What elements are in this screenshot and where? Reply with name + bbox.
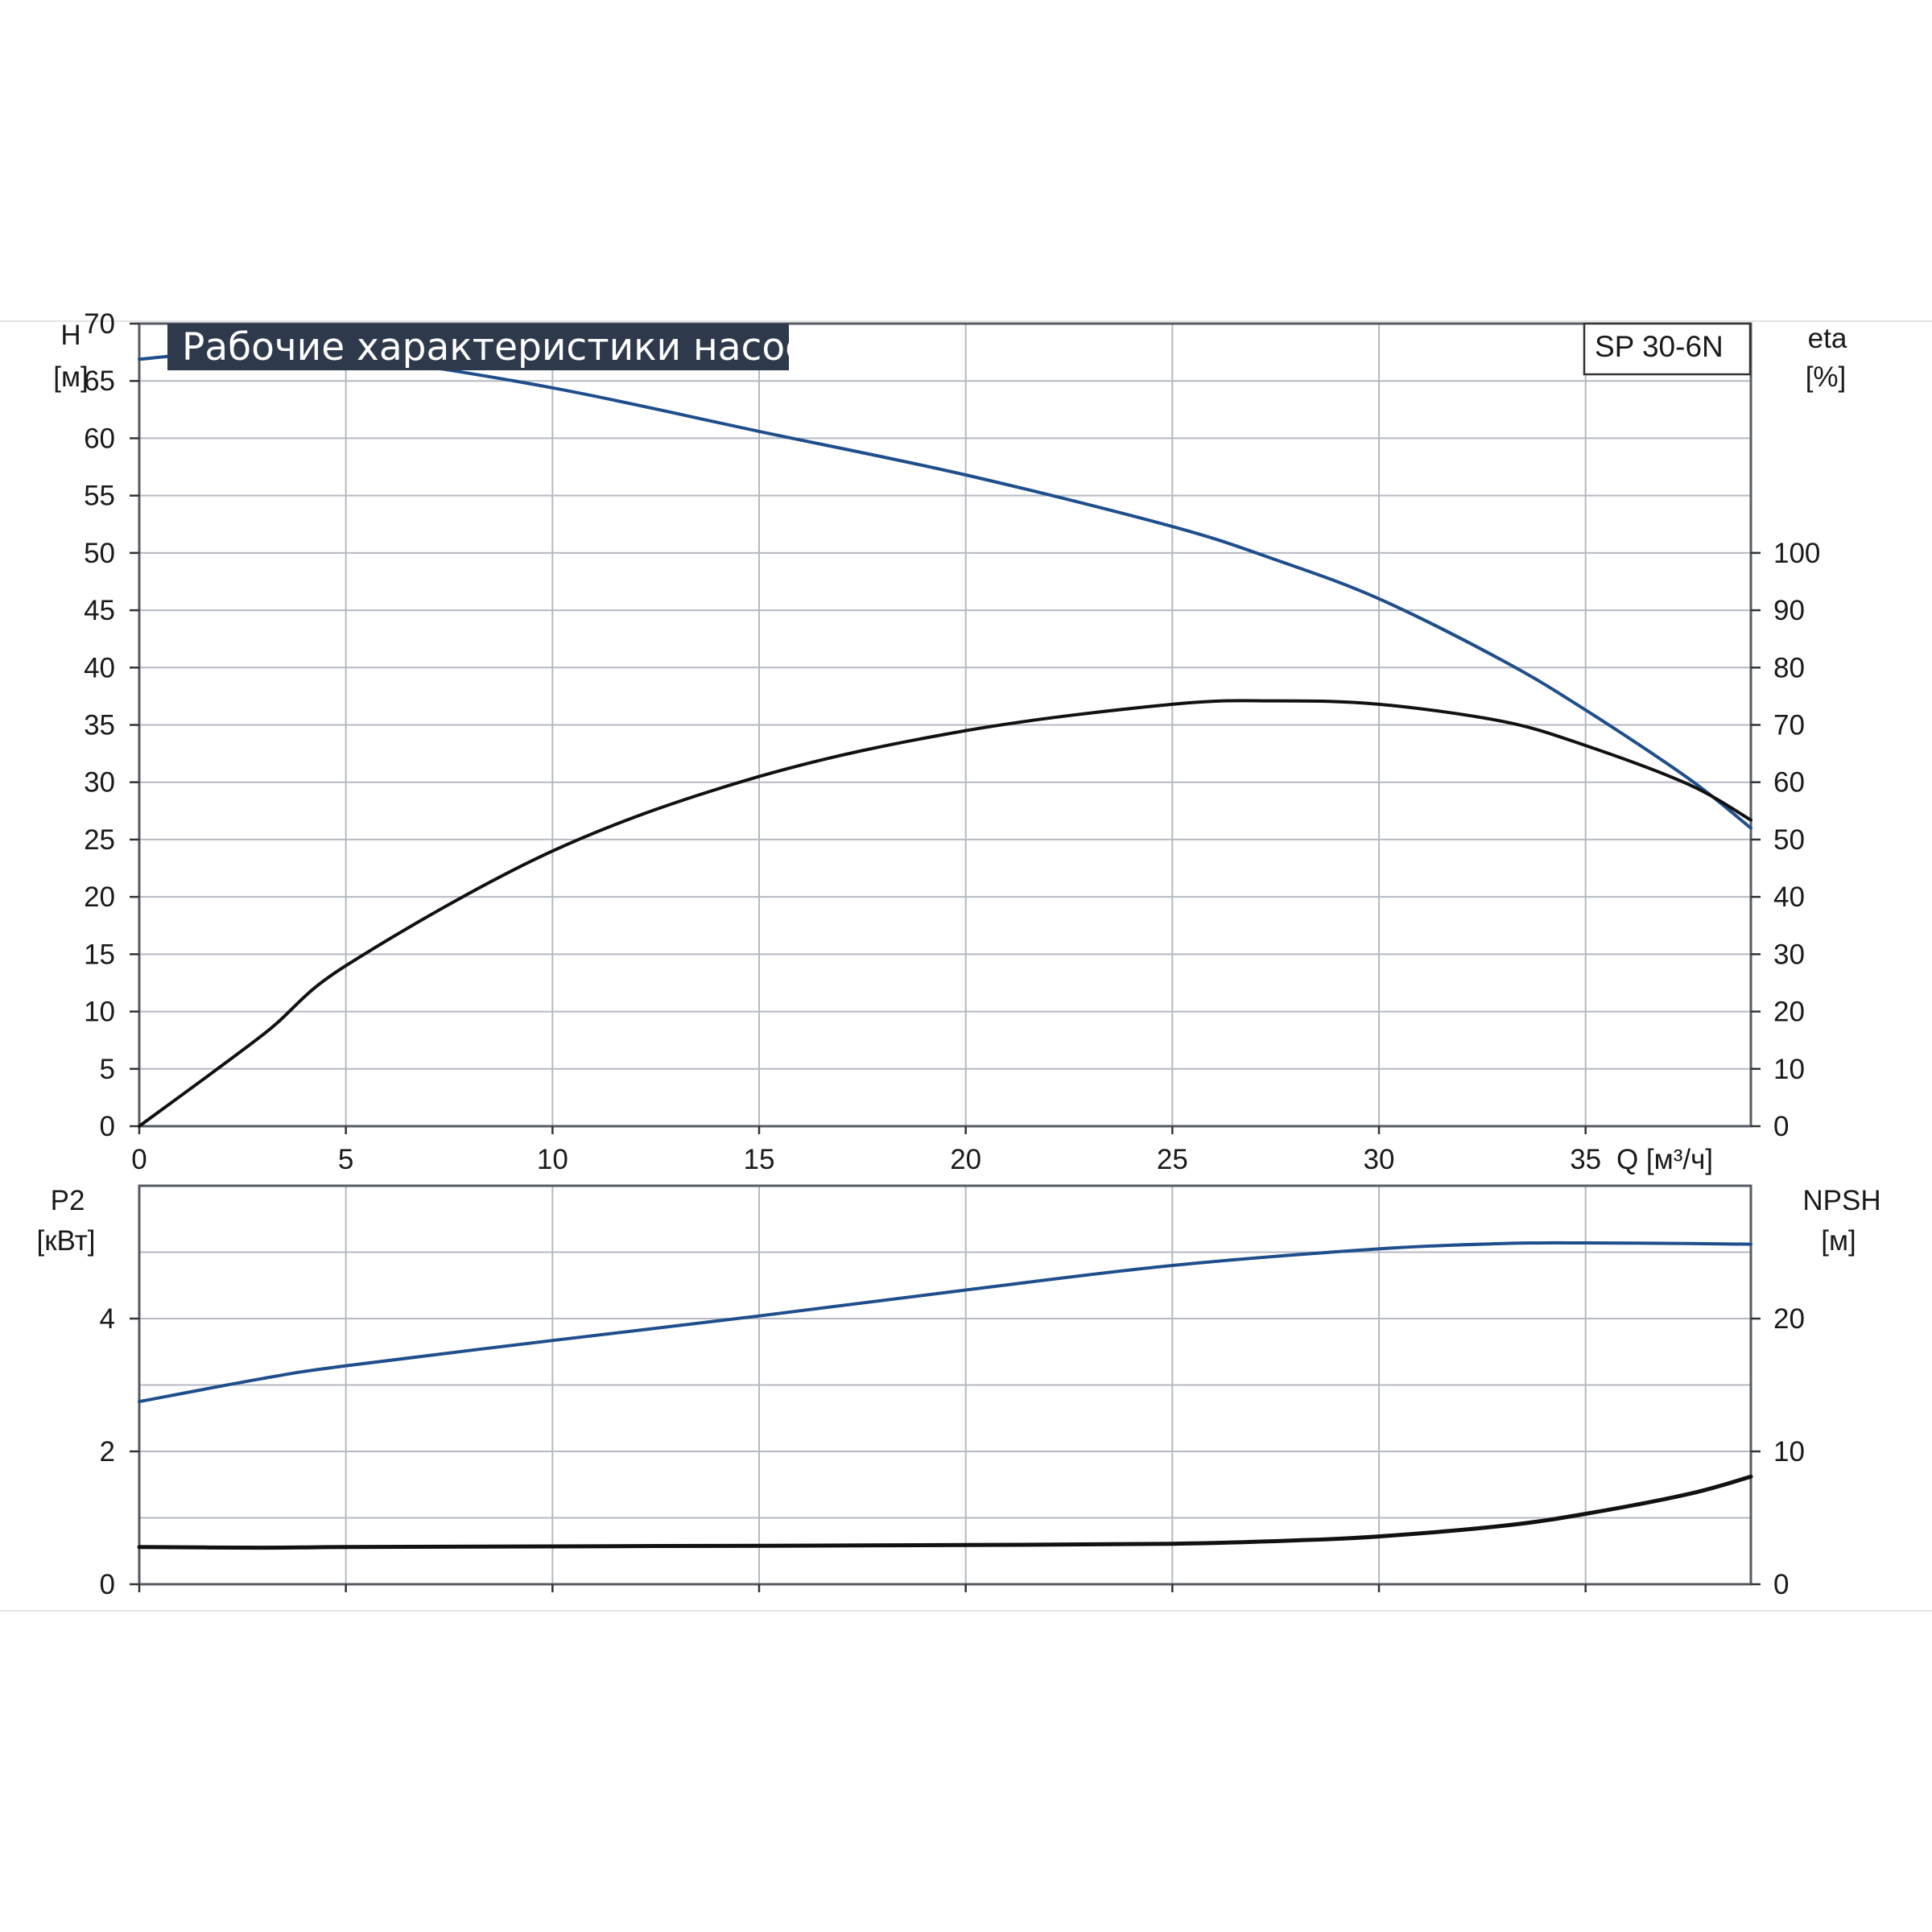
bottom-panel-series <box>137 1241 1753 1550</box>
x-axis-label: Q [м³/ч] <box>1616 1144 1713 1175</box>
right-axis-tick-label: 20 <box>1773 1303 1805 1335</box>
top-left-axis-unit: [м] <box>53 361 89 393</box>
left-axis-tick-label: 55 <box>84 481 115 512</box>
bottom-panel-ticks: 0 2 4 0 10 20 <box>100 1303 1805 1600</box>
left-axis-tick-label: 2 <box>100 1436 115 1468</box>
left-axis-tick-label: 0 <box>100 1111 115 1142</box>
bottom-panel-frame <box>138 1184 1752 1586</box>
left-axis-tick-label: 60 <box>84 423 115 454</box>
left-axis-tick-label: 0 <box>100 1569 115 1600</box>
left-axis-tick-label: 45 <box>84 595 115 626</box>
left-axis-tick-label: 20 <box>84 881 115 913</box>
x-axis-tick-label: 30 <box>1364 1144 1395 1175</box>
top-series-1-line <box>138 699 1752 1128</box>
bottom-series-0-line <box>138 1241 1752 1404</box>
top-panel-series <box>138 346 1752 1128</box>
left-axis-tick-label: 50 <box>84 538 115 569</box>
right-axis-tick-label: 40 <box>1773 881 1805 913</box>
right-axis-tick-label: 10 <box>1773 1436 1805 1468</box>
x-axis-tick-label: 35 <box>1570 1144 1601 1175</box>
model-label: SP 30-6N <box>1595 330 1724 363</box>
x-axis-tick-label: 20 <box>950 1144 981 1175</box>
x-axis-tick-label: 10 <box>537 1144 568 1175</box>
x-axis-tick-label: 15 <box>744 1144 775 1175</box>
right-axis-tick-label: 100 <box>1773 538 1820 569</box>
model-label-box <box>1583 322 1752 376</box>
right-axis-tick-label: 10 <box>1773 1054 1805 1085</box>
top-panel-ticks: 0510152025303540455055606570010203040506… <box>84 308 1820 1175</box>
left-axis-tick-label: 5 <box>100 1054 115 1085</box>
left-axis-tick-label: 65 <box>84 365 115 397</box>
left-axis-tick-label: 4 <box>100 1303 115 1335</box>
bottom-left-axis-unit: [кВт] <box>37 1225 96 1257</box>
x-axis-tick-label: 5 <box>338 1144 353 1175</box>
bottom-series-1-line <box>137 1474 1753 1550</box>
bottom-right-axis-label: NPSH <box>1802 1185 1880 1216</box>
top-left-axis-label: H <box>60 320 80 351</box>
left-axis-tick-label: 35 <box>84 710 115 741</box>
top-series-0-line <box>138 346 1752 830</box>
right-axis-tick-label: 50 <box>1773 824 1805 856</box>
top-panel-grid <box>139 324 1751 1126</box>
left-axis-tick-label: 10 <box>84 997 115 1028</box>
left-axis-tick-label: 40 <box>84 652 115 683</box>
left-axis-tick-label: 25 <box>84 824 115 856</box>
bottom-right-axis-unit: [м] <box>1821 1225 1856 1257</box>
right-axis-tick-label: 30 <box>1773 939 1805 970</box>
left-axis-tick-label: 30 <box>84 767 115 799</box>
bottom-left-axis-label: P2 <box>51 1185 85 1216</box>
x-axis-tick-label: 25 <box>1157 1144 1188 1175</box>
right-axis-tick-label: 0 <box>1773 1111 1789 1142</box>
right-axis-tick-label: 60 <box>1773 767 1805 799</box>
top-right-axis-label: eta <box>1808 323 1847 354</box>
right-axis-tick-label: 20 <box>1773 997 1805 1028</box>
x-axis-tick-label: 0 <box>131 1144 147 1175</box>
left-axis-tick-label: 70 <box>84 308 115 340</box>
bottom-panel-grid <box>139 1186 1751 1584</box>
right-axis-tick-label: 70 <box>1773 710 1805 741</box>
left-axis-tick-label: 15 <box>84 939 115 970</box>
right-axis-tick-label: 90 <box>1773 595 1805 626</box>
chart-title-box <box>167 324 789 370</box>
top-right-axis-unit: [%] <box>1806 361 1847 393</box>
chart-title: Рабочие характеристики насоса <box>182 325 829 369</box>
right-axis-tick-label: 80 <box>1773 652 1805 683</box>
right-axis-tick-label: 0 <box>1773 1569 1789 1600</box>
